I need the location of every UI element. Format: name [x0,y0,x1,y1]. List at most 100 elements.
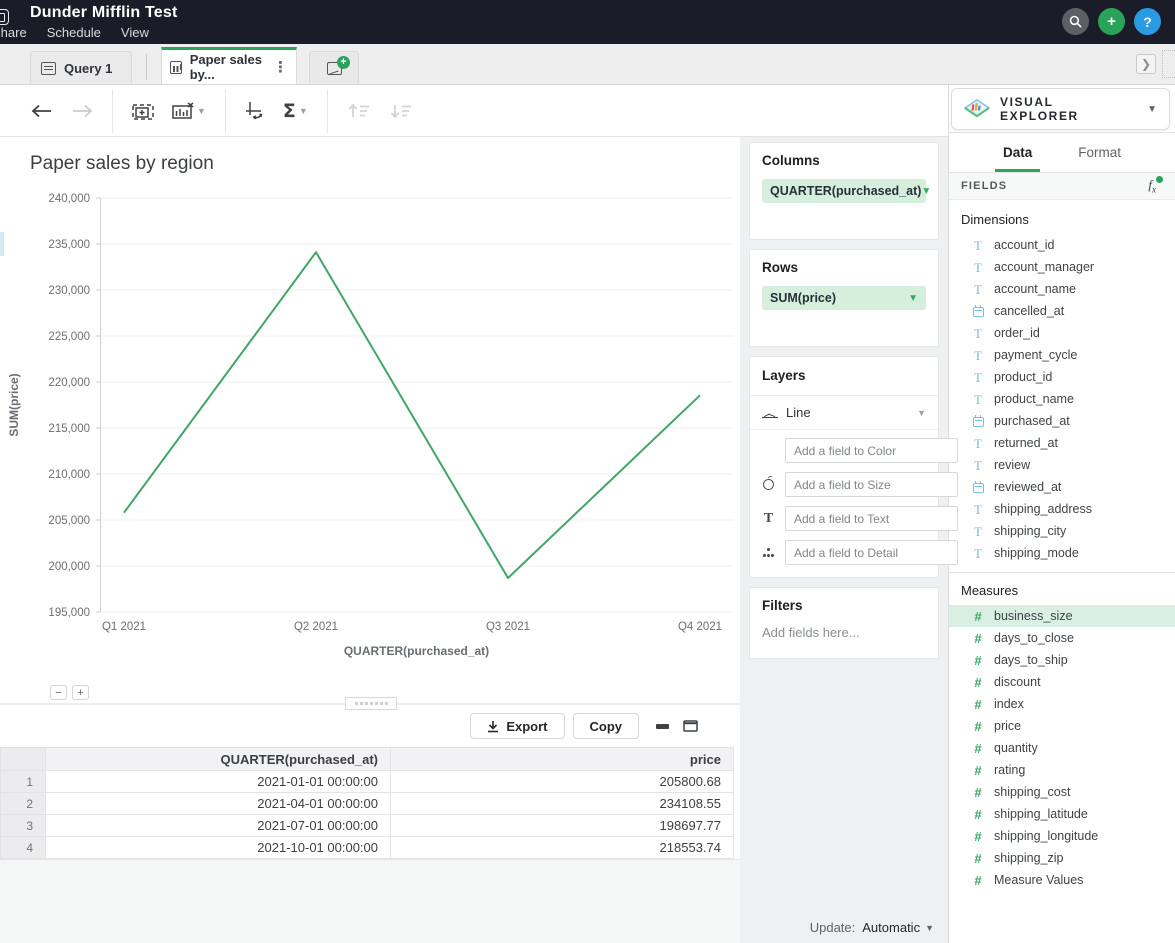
rows-pill-sum-price[interactable]: SUM(price) ▼ [762,286,926,310]
measure-field-Measure Values[interactable]: #Measure Values [949,869,1175,891]
expand-tabs-chevron-button[interactable]: ❯ [1136,54,1156,74]
detail-field-input[interactable] [785,540,958,565]
results-header-row: QUARTER(purchased_at) price [1,748,734,771]
field-name: product_name [994,392,1074,406]
size-field-input[interactable] [785,472,958,497]
dimension-field-product_name[interactable]: Tproduct_name [949,388,1175,410]
new-visualization-tab-button[interactable]: + [309,51,359,84]
line-chart[interactable]: 195,000200,000205,000210,000215,000220,0… [0,137,740,703]
measure-field-index[interactable]: #index [949,693,1175,715]
columns-pill-quarter[interactable]: QUARTER(purchased_at) ▼ [762,179,926,203]
svg-text:195,000: 195,000 [48,607,90,619]
add-calculated-field-button[interactable]: fx [1148,177,1163,195]
chevron-down-icon[interactable]: ▼ [908,293,918,304]
back-button[interactable] [22,98,62,124]
measure-field-shipping_longitude[interactable]: #shipping_longitude [949,825,1175,847]
quarter-cell: 2021-04-01 00:00:00 [46,793,391,815]
filters-dropzone[interactable]: Add fields here... [762,625,926,640]
forward-button[interactable] [62,98,102,124]
dimension-field-reviewed_at[interactable]: reviewed_at [949,476,1175,498]
measure-number-icon: # [974,764,981,777]
minimize-table-button[interactable] [655,720,670,732]
measure-field-business_size[interactable]: #business_size [949,605,1175,627]
layer-type-select[interactable]: Line ▼ [750,396,938,430]
update-label: Update: [810,920,856,935]
table-row: 22021-04-01 00:00:00234108.55 [1,793,734,815]
search-button[interactable] [1062,8,1089,35]
chevron-down-icon[interactable]: ▼ [921,186,931,197]
dimension-field-review[interactable]: Treview [949,454,1175,476]
dimension-field-payment_cycle[interactable]: Tpayment_cycle [949,344,1175,366]
measures-group-label: Measures [949,577,1175,605]
zoom-in-button[interactable]: + [72,685,89,700]
sigma-icon: Σ [283,100,296,122]
dimension-field-purchased_at[interactable]: purchased_at [949,410,1175,432]
dimension-field-shipping_city[interactable]: Tshipping_city [949,520,1175,542]
dimension-field-order_id[interactable]: Torder_id [949,322,1175,344]
tab-format[interactable]: Format [1078,133,1121,172]
measure-field-days_to_ship[interactable]: #days_to_ship [949,649,1175,671]
svg-text:235,000: 235,000 [48,239,90,251]
dimension-field-account_manager[interactable]: Taccount_manager [949,256,1175,278]
sort-ascending-icon [347,103,371,119]
remove-chart-button[interactable]: ▼ [163,96,215,126]
dimension-field-account_id[interactable]: Taccount_id [949,234,1175,256]
measure-field-discount[interactable]: #discount [949,671,1175,693]
measure-field-days_to_close[interactable]: #days_to_close [949,627,1175,649]
dimension-field-account_name[interactable]: Taccount_name [949,278,1175,300]
field-name: shipping_cost [994,785,1070,799]
measure-field-shipping_zip[interactable]: #shipping_zip [949,847,1175,869]
dimension-field-returned_at[interactable]: Treturned_at [949,432,1175,454]
toolbar-separator [112,89,113,133]
chart-zoom-controls: − + [50,685,89,700]
measure-field-shipping_latitude[interactable]: #shipping_latitude [949,803,1175,825]
copy-button[interactable]: Copy [573,713,640,739]
swap-axes-button[interactable] [236,95,274,126]
export-button[interactable]: Export [470,713,564,739]
sort-ascending-button[interactable] [338,97,380,125]
field-name: purchased_at [994,414,1070,428]
text-field-icon: T [974,503,982,516]
add-button[interactable]: + [1098,8,1125,35]
dimension-field-cancelled_at[interactable]: cancelled_at [949,300,1175,322]
tab-query-1[interactable]: Query 1 [30,51,132,84]
dimension-field-shipping_address[interactable]: Tshipping_address [949,498,1175,520]
quarter-cell: 2021-10-01 00:00:00 [46,837,391,859]
measure-field-quantity[interactable]: #quantity [949,737,1175,759]
shelves-panel: Columns QUARTER(purchased_at) ▼ Rows SUM… [740,137,948,943]
measure-field-shipping_cost[interactable]: #shipping_cost [949,781,1175,803]
menu-item-schedule[interactable]: Schedule [47,25,101,40]
measure-number-icon: # [974,720,981,733]
tab-data[interactable]: Data [1003,133,1032,172]
tab-options-kebab-icon[interactable]: ⋮ [273,58,288,76]
help-button[interactable]: ? [1134,8,1161,35]
zoom-out-button[interactable]: − [50,685,67,700]
measure-field-price[interactable]: #price [949,715,1175,737]
field-name: product_id [994,370,1052,384]
add-visualization-button[interactable] [123,96,163,126]
dimension-field-shipping_mode[interactable]: Tshipping_mode [949,542,1175,564]
color-field-input[interactable] [785,438,958,463]
aggregate-button[interactable]: Σ ▼ [274,94,317,128]
chevron-down-icon: ▼ [1147,104,1157,115]
menu-item-view[interactable]: View [121,25,149,40]
field-name: shipping_zip [994,851,1064,865]
menu-item-share[interactable]: Share [0,25,27,40]
line-chart-type-icon [762,408,778,418]
svg-text:Q4 2021: Q4 2021 [678,621,722,633]
resize-handle[interactable] [345,697,397,710]
measure-field-rating[interactable]: #rating [949,759,1175,781]
text-field-input[interactable] [785,506,958,531]
add-box-icon [132,102,154,120]
dimension-field-product_id[interactable]: Tproduct_id [949,366,1175,388]
layers-label: Layers [762,368,806,383]
update-mode-select[interactable]: Automatic ▼ [862,920,934,935]
fields-header-label: FIELDS [961,180,1007,192]
visual-explorer-selector[interactable]: VISUAL EXPLORER ▼ [951,88,1170,130]
sort-descending-button[interactable] [380,97,422,125]
maximize-table-button[interactable] [683,720,698,732]
panel-divider [0,703,740,705]
tab-paper-sales[interactable]: Paper sales by... ⋮ [161,47,297,84]
date-field-icon [973,417,984,427]
results-toolbar: Export Copy [0,705,740,747]
